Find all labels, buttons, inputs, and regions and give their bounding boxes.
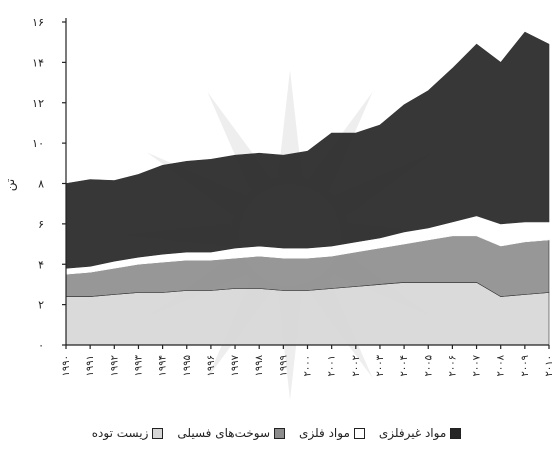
legend-swatch (450, 427, 462, 439)
x-tick-label: ۲۰۰۶ (447, 355, 458, 376)
legend-swatch (353, 427, 365, 439)
x-tick-label: ۱۹۹۸ (254, 354, 265, 376)
x-tick-label: ۲۰۰۱ (327, 355, 338, 376)
y-tick-label: ١۶ (32, 16, 44, 29)
y-tick-label: ۶ (38, 218, 44, 231)
x-tick-label: ۲۰۰۷ (472, 354, 483, 376)
legend-swatch (274, 427, 286, 439)
x-tick-label: ۱۹۹۰ (61, 355, 72, 376)
x-tick-label: ۱۹۹۳ (133, 354, 144, 376)
x-tick-label: ۱۹۹۹ (278, 355, 289, 376)
y-tick-label: ٢ (38, 299, 44, 312)
chart-legend: مواد غیرفلزی مواد فلزی سوخت‌های فسیلی زیست … (0, 426, 553, 440)
x-tick-label: ۲۰۰۵ (423, 355, 434, 376)
x-tick-label: ۲۰۰۰ (303, 355, 314, 376)
x-tick-label: ۲۰۰۲ (351, 355, 362, 376)
area-series-group (65, 31, 550, 346)
x-tick-labels: ۱۹۹۰ ۱۹۹۱ ۱۹۹۲ ۱۹۹۳ ۱۹۹۴ ۱۹۹۵ ۱۹۹۶ ۱۹۹۷ ۱۹۹۸ ۱۹۹۹… (61, 354, 553, 376)
legend-label: مواد غیرفلزی (378, 426, 447, 440)
y-tick-label: ٠ (38, 339, 44, 352)
watermark-petal (278, 70, 302, 177)
legend-label: سوخت‌های فسیلی (177, 426, 271, 440)
x-tick-label: ۱۹۹۴ (158, 355, 169, 376)
x-tick-label: ۱۹۹۶ (206, 355, 217, 376)
y-tick-label: ٨ (38, 178, 44, 191)
legend-item: سوخت‌های فسیلی (177, 426, 286, 440)
x-tick-label: ۱۹۹۱ (85, 355, 96, 376)
x-tick-label: ۲۰۰۳ (375, 354, 386, 376)
y-axis-label: تن (3, 179, 18, 191)
y-tick-labels: ٠ ٢ ۴ ۶ ٨ ١٠ ١٢ ١۴ ١۶ (32, 16, 44, 352)
area-series-4 (65, 31, 550, 269)
x-tick-label: ۲۰۰۸ (496, 354, 507, 376)
y-tick-label: ١٢ (32, 97, 44, 110)
y-tick-label: ۴ (38, 258, 44, 271)
x-tick-label: ۲۰۱۰ (544, 355, 553, 376)
legend-swatch (152, 427, 164, 439)
y-tick-label: ١۴ (32, 56, 44, 69)
x-tick-label: ۱۹۹۲ (109, 355, 120, 376)
legend-item: مواد فلزی (299, 426, 365, 440)
x-tick-label: ۱۹۹۷ (230, 354, 241, 376)
x-tick-label: ۱۹۹۵ (182, 355, 193, 376)
legend-label: زیست توده (91, 426, 149, 440)
x-tick-label: ۲۰۰۴ (399, 355, 410, 376)
legend-item: مواد غیرفلزی (378, 426, 462, 440)
y-tick-label: ١٠ (32, 137, 44, 150)
legend-label: مواد فلزی (299, 426, 350, 440)
x-tick-label: ۲۰۰۹ (520, 355, 531, 376)
axes-group (62, 18, 550, 349)
legend-item: زیست توده (92, 426, 164, 440)
